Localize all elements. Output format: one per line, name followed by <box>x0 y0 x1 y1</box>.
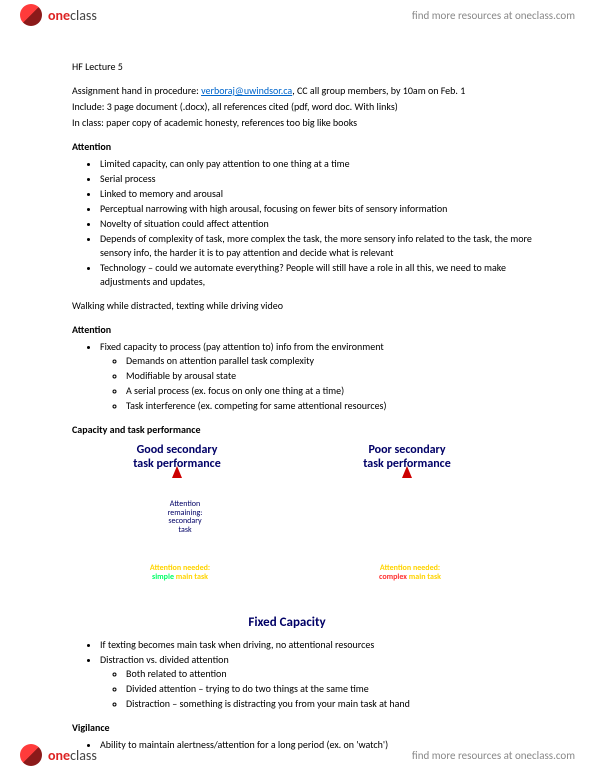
fixed-capacity-caption: Fixed Capacity <box>72 614 492 632</box>
post-chart-list: If texting becomes main task when drivin… <box>72 638 535 711</box>
pie-chart-left <box>112 478 242 608</box>
include-line: Include: 3 page document (.docx), all re… <box>72 100 535 114</box>
list-item: Modifiable by arousal state <box>126 369 535 383</box>
header-resources-link[interactable]: find more resources at oneclass.com <box>412 9 575 22</box>
arrow-up-icon <box>402 466 412 478</box>
list-item: A serial process (ex. focus on only one … <box>126 384 535 398</box>
list-item: Divided attention – trying to do two thi… <box>126 682 535 696</box>
inclass-line: In class: paper copy of academic honesty… <box>72 116 535 130</box>
pie-center-label-left: Attention remaining: secondary task <box>156 500 214 535</box>
list-item: Perceptual narrowing with high arousal, … <box>100 202 535 216</box>
instructor-email-link[interactable]: verboraj@uwindsor.ca <box>201 84 292 97</box>
list-item: Limited capacity, can only pay attention… <box>100 157 535 171</box>
lecture-title: HF Lecture 5 <box>72 60 535 74</box>
list-item: Depends of complexity of task, more comp… <box>100 232 535 260</box>
list-item: Linked to memory and arousal <box>100 187 535 201</box>
list-item: Task interference (ex. competing for sam… <box>126 399 535 413</box>
page-header: oneclass find more resources at oneclass… <box>0 0 595 30</box>
list-item: Demands on attention parallel task compl… <box>126 354 535 368</box>
list-item: Distraction vs. divided attention Both r… <box>100 653 535 711</box>
list-item: Novelty of situation could affect attent… <box>100 217 535 231</box>
vigilance-heading: Vigilance <box>72 721 535 735</box>
walking-line: Walking while distracted, texting while … <box>72 299 535 313</box>
list-item: Technology – could we automate everythin… <box>100 261 535 289</box>
attention-heading-2: Attention <box>72 323 535 337</box>
list-item: Serial process <box>100 172 535 186</box>
capacity-heading: Capacity and task performance <box>72 423 535 437</box>
brand-logo-bottom: oneclass <box>20 744 97 766</box>
arrow-up-icon <box>172 466 182 478</box>
pie-chart-right <box>342 478 472 608</box>
brand-name-bottom: oneclass <box>48 747 97 764</box>
brand-logo-top: oneclass <box>20 4 97 26</box>
list-item: If texting becomes main task when drivin… <box>100 638 535 652</box>
oneclass-logo-icon <box>20 744 42 766</box>
poor-secondary-chart: Poor secondarytask performance Attention… <box>312 443 502 608</box>
pie-bottom-label-left: Attention needed: simple main task <box>140 564 220 582</box>
page-footer: oneclass find more resources at oneclass… <box>0 740 595 770</box>
attention-list-2: Fixed capacity to process (pay attention… <box>72 340 535 413</box>
footer-resources-link[interactable]: find more resources at oneclass.com <box>412 749 575 762</box>
list-item: Distraction – something is distracting y… <box>126 697 535 711</box>
attention-heading-1: Attention <box>72 140 535 154</box>
pie-charts-row: Good secondarytask performance Attention… <box>72 443 535 608</box>
brand-name-top: oneclass <box>48 7 97 24</box>
pie-bottom-label-right: Attention needed: complex main task <box>370 564 450 582</box>
oneclass-logo-icon <box>20 4 42 26</box>
attention-list-1: Limited capacity, can only pay attention… <box>72 157 535 289</box>
list-item: Both related to attention <box>126 667 535 681</box>
assignment-line: Assignment hand in procedure: verboraj@u… <box>72 84 535 98</box>
list-item: Fixed capacity to process (pay attention… <box>100 340 535 413</box>
document-body: HF Lecture 5 Assignment hand in procedur… <box>72 60 535 753</box>
good-secondary-chart: Good secondarytask performance Attention… <box>82 443 272 608</box>
